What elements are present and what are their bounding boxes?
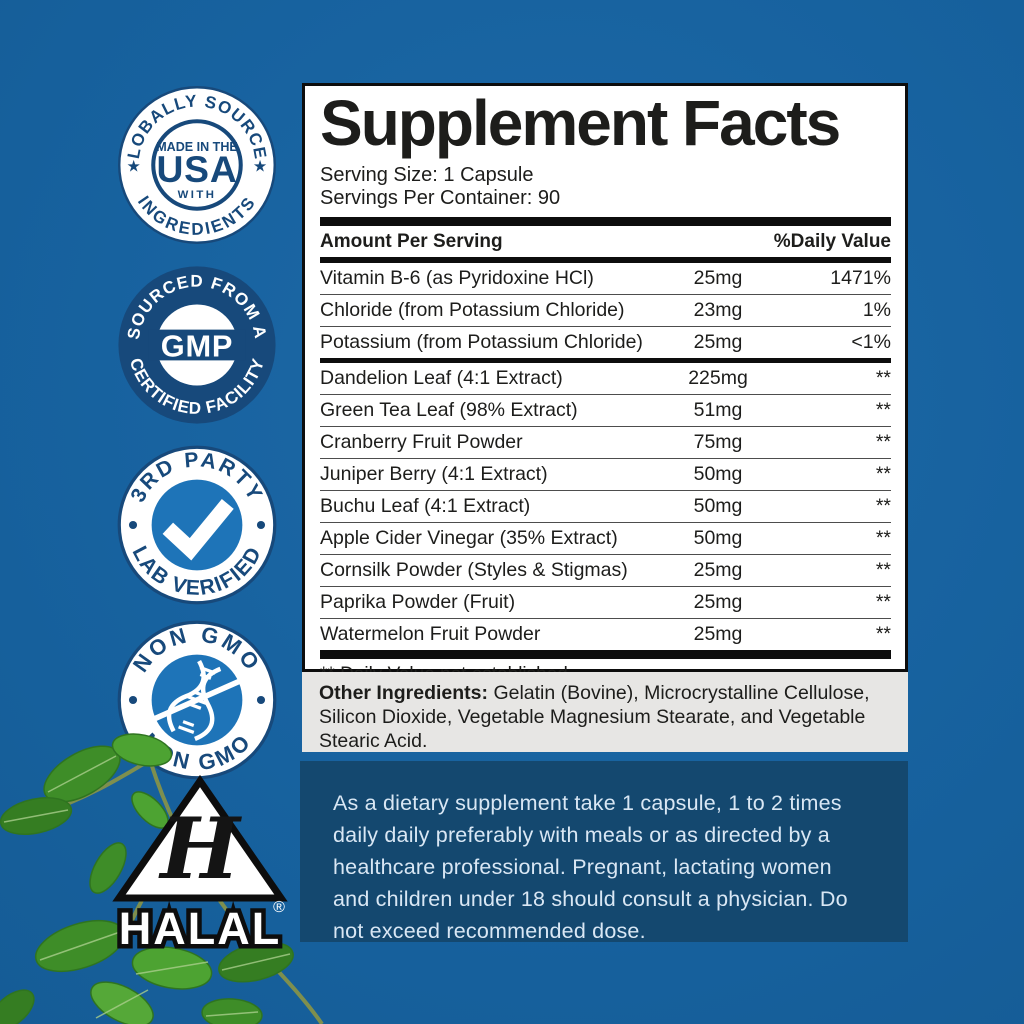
ingredient-name: Dandelion Leaf (4:1 Extract) — [320, 367, 563, 389]
dot-marker-icon — [256, 520, 266, 530]
other-ingredients-label: Other Ingredients: — [319, 682, 489, 704]
table-row: Green Tea Leaf (98% Extract) 51mg ** — [320, 394, 891, 426]
ingredient-amount: 25mg — [693, 331, 743, 353]
table-row: Potassium (from Potassium Chloride) 25mg <… — [320, 326, 891, 358]
ingredient-amount: 25mg — [693, 591, 743, 613]
botanicals-group: Dandelion Leaf (4:1 Extract) 225mg ** Gree… — [320, 363, 891, 650]
ingredient-amount: 25mg — [693, 559, 743, 581]
dot-marker-icon — [256, 695, 266, 705]
ingredient-dv: ** — [875, 367, 891, 389]
star-icon: ★ — [253, 157, 268, 175]
table-header: Amount Per Serving %Daily Value — [320, 226, 891, 257]
ingredient-dv: 1% — [862, 299, 891, 321]
ingredient-name: Cranberry Fruit Powder — [320, 431, 523, 453]
header-daily-value: %Daily Value — [773, 230, 891, 252]
ingredient-dv: ** — [875, 559, 891, 581]
badge1-center-top: MADE IN THE — [156, 140, 238, 154]
table-row: Juniper Berry (4:1 Extract) 50mg ** — [320, 458, 891, 490]
table-row: Vitamin B-6 (as Pyridoxine HCl) 25mg 1471% — [320, 263, 891, 294]
badge1-center-bottom: WITH — [178, 189, 217, 201]
table-row: Cornsilk Powder (Styles & Stigmas) 25mg ** — [320, 554, 891, 586]
badge1-center-main: USA — [156, 148, 237, 190]
dna-strikethrough-icon — [144, 660, 250, 741]
gmp-seal-icon: SOURCED FROM A CERTIFIED FACILITY GMP — [118, 266, 276, 424]
ingredient-dv: 1471% — [830, 267, 891, 289]
serving-size: Serving Size: 1 Capsule — [320, 164, 534, 186]
badge2-center-main: GMP — [161, 328, 234, 363]
checkmark-icon — [162, 499, 234, 561]
badge-lab-verified: 3RD PARTY LAB VERIFIED — [116, 444, 278, 606]
badge-made-in-usa: GLOBALLY SOURCED INGREDIENTS ★ ★ MADE IN… — [116, 84, 278, 246]
ingredient-dv: ** — [875, 463, 891, 485]
dot-marker-icon — [128, 520, 138, 530]
supplement-facts-panel: Supplement Facts Serving Size: 1 Capsule… — [302, 83, 908, 685]
table-row: Cranberry Fruit Powder 75mg ** — [320, 426, 891, 458]
ingredient-dv: ** — [875, 623, 891, 645]
other-ingredients-text: Gelatin (Bovine), Microcrystalline Cellu… — [319, 682, 870, 752]
other-ingredients-box: Other Ingredients: Gelatin (Bovine), Mic… — [302, 672, 908, 752]
divider-medium — [320, 358, 891, 363]
servings-per-container: Servings Per Container: 90 — [320, 187, 561, 209]
ingredient-name: Potassium (from Potassium Chloride) — [320, 331, 643, 353]
ingredient-dv: ** — [875, 591, 891, 613]
ingredient-dv: ** — [875, 431, 891, 453]
ingredient-name: Chloride (from Potassium Chloride) — [320, 299, 625, 321]
ingredient-name: Buchu Leaf (4:1 Extract) — [320, 495, 531, 517]
ingredient-name: Apple Cider Vinegar (35% Extract) — [320, 527, 618, 549]
ingredient-name: Vitamin B-6 (as Pyridoxine HCl) — [320, 267, 594, 289]
ingredient-amount: 225mg — [688, 367, 748, 389]
ingredient-name: Paprika Powder (Fruit) — [320, 591, 516, 613]
ingredient-amount: 75mg — [693, 431, 743, 453]
halal-label: HALAL — [119, 903, 281, 954]
leaf-branch-image — [0, 733, 324, 1024]
directions-text: As a dietary supplement take 1 capsule, … — [333, 791, 848, 943]
ingredient-name: Cornsilk Powder (Styles & Stigmas) — [320, 559, 628, 581]
lab-verified-seal-icon: 3RD PARTY LAB VERIFIED — [117, 445, 277, 605]
ingredient-amount: 25mg — [693, 623, 743, 645]
ingredient-dv: ** — [875, 399, 891, 421]
ingredient-amount: 23mg — [693, 299, 743, 321]
header-amount-per-serving: Amount Per Serving — [320, 230, 503, 252]
ingredient-dv: ** — [875, 527, 891, 549]
ingredient-amount: 50mg — [693, 495, 743, 517]
ingredient-name: Juniper Berry (4:1 Extract) — [320, 463, 548, 485]
halal-triangle-icon — [112, 774, 288, 902]
ingredient-name: Green Tea Leaf (98% Extract) — [320, 399, 578, 421]
ingredient-dv: <1% — [851, 331, 891, 353]
made-in-usa-seal-icon: GLOBALLY SOURCED INGREDIENTS ★ ★ MADE IN… — [116, 84, 276, 244]
dot-marker-icon — [128, 695, 138, 705]
ingredient-amount: 25mg — [693, 267, 743, 289]
directions-box: As a dietary supplement take 1 capsule, … — [300, 761, 908, 943]
ingredient-amount: 51mg — [693, 399, 743, 421]
ingredient-amount: 50mg — [693, 527, 743, 549]
table-row: Apple Cider Vinegar (35% Extract) 50mg ** — [320, 522, 891, 554]
ingredient-amount: 50mg — [693, 463, 743, 485]
table-row: Buchu Leaf (4:1 Extract) 50mg ** — [320, 490, 891, 522]
badge-gmp-certified: SOURCED FROM A CERTIFIED FACILITY GMP — [116, 264, 278, 426]
halal-monogram: H — [158, 799, 242, 898]
table-row: Watermelon Fruit Powder 25mg ** — [320, 618, 891, 650]
divider-thick — [320, 217, 891, 226]
divider-thick — [320, 650, 891, 659]
table-row: Dandelion Leaf (4:1 Extract) 225mg ** — [320, 363, 891, 394]
table-row: Chloride (from Potassium Chloride) 23mg 1% — [320, 294, 891, 326]
vitamins-group: Vitamin B-6 (as Pyridoxine HCl) 25mg 1471%… — [320, 263, 891, 358]
registered-mark: ® — [273, 899, 285, 916]
panel-title: Supplement Facts — [320, 87, 841, 159]
divider-medium — [320, 257, 891, 263]
ingredient-dv: ** — [875, 495, 891, 517]
star-icon: ★ — [127, 157, 142, 175]
table-row: Paprika Powder (Fruit) 25mg ** — [320, 586, 891, 618]
ingredient-name: Watermelon Fruit Powder — [320, 623, 541, 645]
halal-logo: H ® HALAL — [112, 774, 288, 954]
